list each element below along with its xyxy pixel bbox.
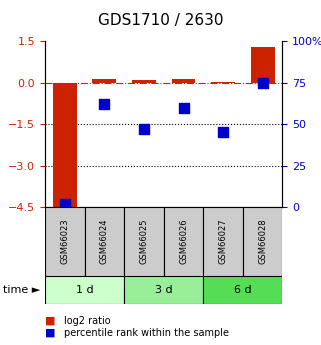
- Bar: [132, 80, 156, 83]
- FancyBboxPatch shape: [45, 276, 124, 304]
- FancyBboxPatch shape: [84, 207, 124, 276]
- Text: 6 d: 6 d: [234, 285, 252, 295]
- Point: [62, 201, 67, 206]
- Bar: [251, 47, 274, 83]
- FancyBboxPatch shape: [45, 207, 84, 276]
- Bar: [92, 79, 116, 83]
- FancyBboxPatch shape: [243, 207, 282, 276]
- Bar: [211, 82, 235, 83]
- Text: GSM66023: GSM66023: [60, 219, 69, 264]
- Text: time ►: time ►: [3, 285, 40, 295]
- FancyBboxPatch shape: [203, 276, 282, 304]
- Text: GSM66025: GSM66025: [139, 219, 148, 264]
- Text: percentile rank within the sample: percentile rank within the sample: [64, 328, 229, 338]
- Text: ■: ■: [45, 328, 56, 338]
- Point: [102, 101, 107, 107]
- FancyBboxPatch shape: [164, 207, 203, 276]
- Bar: [172, 79, 195, 83]
- FancyBboxPatch shape: [124, 207, 164, 276]
- Text: GDS1710 / 2630: GDS1710 / 2630: [98, 13, 223, 28]
- Text: GSM66026: GSM66026: [179, 219, 188, 264]
- Text: GSM66027: GSM66027: [219, 219, 228, 264]
- Point: [141, 126, 146, 132]
- Point: [260, 80, 265, 86]
- Text: GSM66024: GSM66024: [100, 219, 109, 264]
- Text: GSM66028: GSM66028: [258, 219, 267, 264]
- Text: log2 ratio: log2 ratio: [64, 316, 111, 326]
- Bar: [53, 83, 77, 207]
- Point: [181, 105, 186, 110]
- Point: [221, 130, 226, 135]
- Text: 3 d: 3 d: [155, 285, 172, 295]
- FancyBboxPatch shape: [124, 276, 203, 304]
- Text: 1 d: 1 d: [76, 285, 93, 295]
- Text: ■: ■: [45, 316, 56, 326]
- FancyBboxPatch shape: [203, 207, 243, 276]
